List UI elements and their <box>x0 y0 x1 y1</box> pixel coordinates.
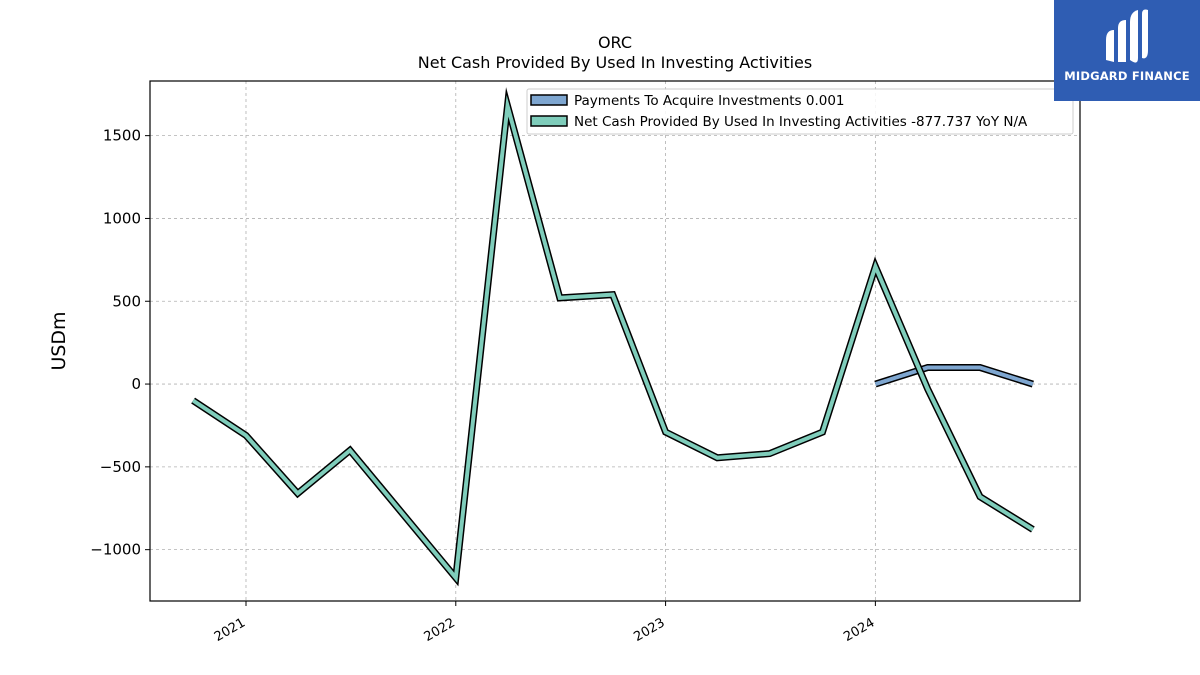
y-axis-label: USDm <box>48 311 70 370</box>
logo-text: MIDGARD FINANCE <box>1064 69 1190 83</box>
grid <box>150 81 1080 601</box>
y-tick-label: 1000 <box>103 209 141 227</box>
plot-frame <box>149 80 1081 602</box>
axes: −1000 −500 0 500 1000 1500 2021 2022 2023 2024 <box>90 127 877 645</box>
legend-frame <box>526 88 1074 135</box>
legend-label-net-cash: Net Cash Provided By Used In Investing A… <box>574 114 1028 130</box>
legend-swatch-payments <box>530 94 568 106</box>
series-line-payments <box>874 365 1034 387</box>
legend-label-payments: Payments To Acquire Investments 0.001 <box>574 93 845 109</box>
series-line-net-cash <box>192 95 1034 583</box>
chart-subtitle: Net Cash Provided By Used In Investing A… <box>418 53 812 72</box>
y-tick-label: 0 <box>131 375 141 393</box>
legend-swatch-net-cash <box>530 115 568 127</box>
y-tick-label: −500 <box>100 458 141 476</box>
y-tick-label: −1000 <box>90 541 141 559</box>
legend: Payments To Acquire Investments 0.001 Ne… <box>526 88 1074 135</box>
chart-title: ORC <box>598 33 632 52</box>
y-tick-label: 1500 <box>103 127 141 145</box>
y-tick-label: 500 <box>112 292 141 310</box>
logo-mark-icon <box>1106 9 1148 63</box>
x-tick-label: 2022 <box>422 615 458 645</box>
x-tick-label: 2024 <box>841 615 877 645</box>
x-tick-label: 2023 <box>631 615 667 645</box>
x-tick-label: 2021 <box>212 615 248 645</box>
series-lines <box>191 87 1035 587</box>
midgard-finance-logo: MIDGARD FINANCE <box>1054 0 1200 101</box>
